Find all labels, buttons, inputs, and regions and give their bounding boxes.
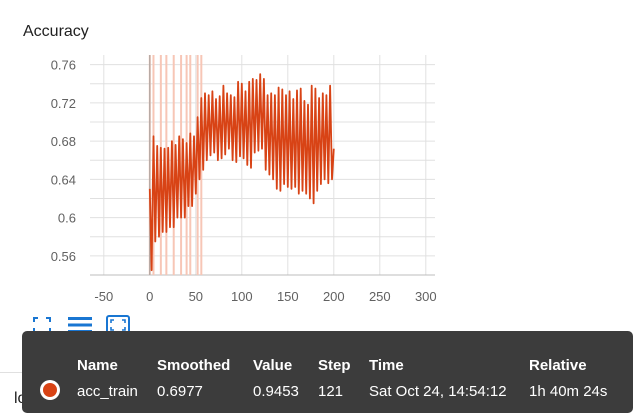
acc-train-series-line [148, 73, 335, 272]
header-smoothed: Smoothed [157, 357, 231, 374]
header-step: Step [318, 357, 351, 374]
row-smoothed: 0.6977 [157, 383, 203, 400]
x-tick-label: 0 [146, 289, 153, 304]
y-tick-label: 0.68 [51, 134, 76, 149]
x-tick-label: 100 [231, 289, 253, 304]
y-tick-label: 0.76 [51, 58, 76, 73]
x-tick-label: 150 [277, 289, 299, 304]
row-time: Sat Oct 24, 14:54:12 [369, 383, 507, 400]
header-value: Value [253, 357, 293, 374]
chart-tooltip: Name Smoothed Value Step Time Relative a… [22, 331, 633, 413]
row-relative: 1h 40m 24s [529, 383, 608, 400]
row-step: 121 [318, 383, 344, 400]
row-name: acc_train [77, 383, 138, 400]
fit-domain-icon[interactable] [30, 314, 54, 336]
y-tick-label: 0.72 [51, 96, 76, 111]
series-layer [148, 73, 335, 272]
y-tick-label: 0.56 [51, 249, 76, 264]
series-color-swatch [40, 380, 60, 400]
chart-grid [90, 55, 435, 276]
x-tick-label: 200 [323, 289, 345, 304]
chart-title: Accuracy [23, 23, 89, 40]
x-tick-label: 50 [189, 289, 203, 304]
x-tick-label: 250 [369, 289, 391, 304]
x-tick-label: -50 [94, 289, 113, 304]
accuracy-chart[interactable]: 0.56 0.6 0.64 0.68 0.72 0.76 -50 0 50 100 150 200 2… [0, 0, 634, 330]
header-name: Name [77, 357, 118, 374]
header-relative: Relative [529, 357, 587, 374]
x-tick-label: 300 [415, 289, 437, 304]
y-axis-ticks: 0.56 0.6 0.64 0.68 0.72 0.76 [51, 58, 76, 264]
y-tick-label: 0.6 [58, 211, 76, 226]
card-divider [0, 372, 22, 373]
row-value: 0.9453 [253, 383, 299, 400]
y-tick-label: 0.64 [51, 172, 76, 187]
x-axis-ticks: -50 0 50 100 150 200 250 300 [94, 289, 436, 304]
header-time: Time [369, 357, 404, 374]
